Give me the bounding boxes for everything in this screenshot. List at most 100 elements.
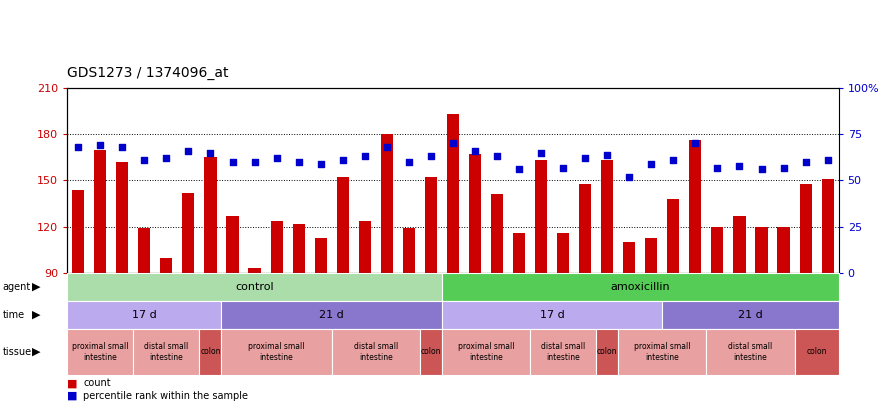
Bar bbox=[183, 193, 194, 273]
Text: ■: ■ bbox=[67, 378, 78, 388]
Bar bbox=[601, 160, 613, 273]
Text: colon: colon bbox=[806, 347, 827, 356]
Text: ▶: ▶ bbox=[32, 347, 40, 357]
Text: percentile rank within the sample: percentile rank within the sample bbox=[83, 391, 248, 401]
Point bbox=[181, 148, 195, 154]
Bar bbox=[73, 190, 84, 273]
Text: proximal small
intestine: proximal small intestine bbox=[458, 342, 514, 362]
Point bbox=[667, 157, 681, 163]
Bar bbox=[706, 329, 795, 375]
Text: distal small
intestine: distal small intestine bbox=[144, 342, 188, 362]
Text: 17 d: 17 d bbox=[132, 310, 157, 320]
Text: 21 d: 21 d bbox=[738, 310, 762, 320]
Point bbox=[380, 144, 394, 150]
Bar bbox=[442, 273, 839, 301]
Bar bbox=[624, 242, 635, 273]
Point bbox=[754, 166, 769, 173]
Bar bbox=[689, 141, 702, 273]
Bar bbox=[799, 183, 812, 273]
Text: 21 d: 21 d bbox=[319, 310, 344, 320]
Text: count: count bbox=[83, 378, 111, 388]
Bar bbox=[491, 194, 503, 273]
Bar bbox=[337, 177, 349, 273]
Point bbox=[512, 166, 526, 173]
Bar bbox=[469, 154, 481, 273]
Point bbox=[446, 140, 461, 147]
Bar bbox=[447, 114, 459, 273]
Bar bbox=[227, 216, 238, 273]
Bar bbox=[596, 329, 618, 375]
Point bbox=[424, 153, 438, 160]
Text: distal small
intestine: distal small intestine bbox=[541, 342, 585, 362]
Point bbox=[622, 173, 636, 180]
Bar bbox=[200, 329, 221, 375]
Bar bbox=[248, 269, 261, 273]
Point bbox=[335, 157, 349, 163]
Bar bbox=[403, 228, 415, 273]
Bar bbox=[442, 301, 662, 329]
Point bbox=[93, 142, 108, 149]
Bar bbox=[530, 329, 596, 375]
Bar bbox=[381, 134, 392, 273]
Bar bbox=[271, 221, 282, 273]
Point bbox=[534, 149, 548, 156]
Bar bbox=[358, 221, 371, 273]
Text: proximal small
intestine: proximal small intestine bbox=[248, 342, 305, 362]
Point bbox=[468, 148, 482, 154]
Bar bbox=[116, 162, 128, 273]
Text: time: time bbox=[3, 310, 25, 320]
Bar bbox=[535, 160, 547, 273]
Point bbox=[226, 159, 240, 165]
Bar bbox=[645, 237, 658, 273]
Point bbox=[821, 157, 835, 163]
Bar bbox=[668, 199, 679, 273]
Point bbox=[711, 164, 725, 171]
Bar bbox=[662, 301, 839, 329]
Point bbox=[137, 157, 151, 163]
Text: colon: colon bbox=[420, 347, 441, 356]
Point bbox=[291, 159, 306, 165]
Text: distal small
intestine: distal small intestine bbox=[354, 342, 398, 362]
Bar bbox=[579, 183, 591, 273]
Point bbox=[159, 155, 174, 162]
Point bbox=[556, 164, 570, 171]
Bar bbox=[425, 177, 437, 273]
Point bbox=[578, 155, 592, 162]
Point bbox=[247, 159, 262, 165]
Bar bbox=[67, 301, 221, 329]
Bar bbox=[160, 258, 172, 273]
Point bbox=[358, 153, 372, 160]
Bar bbox=[293, 224, 305, 273]
Point bbox=[314, 161, 328, 167]
Point bbox=[776, 164, 791, 171]
Bar bbox=[711, 227, 723, 273]
Text: ■: ■ bbox=[67, 391, 78, 401]
Text: proximal small
intestine: proximal small intestine bbox=[72, 342, 128, 362]
Bar bbox=[67, 273, 442, 301]
Bar bbox=[134, 329, 200, 375]
Point bbox=[490, 153, 504, 160]
Bar bbox=[138, 228, 151, 273]
Text: GDS1273 / 1374096_at: GDS1273 / 1374096_at bbox=[67, 66, 228, 80]
Bar bbox=[795, 329, 839, 375]
Point bbox=[798, 159, 813, 165]
Bar bbox=[420, 329, 442, 375]
Text: control: control bbox=[236, 282, 274, 292]
Text: ▶: ▶ bbox=[32, 310, 40, 320]
Point bbox=[71, 144, 85, 150]
Bar bbox=[734, 216, 745, 273]
Bar bbox=[332, 329, 420, 375]
Bar bbox=[221, 329, 332, 375]
Point bbox=[115, 144, 129, 150]
Bar bbox=[314, 237, 327, 273]
Text: proximal small
intestine: proximal small intestine bbox=[634, 342, 691, 362]
Point bbox=[600, 151, 615, 158]
Point bbox=[688, 140, 702, 147]
Bar bbox=[513, 233, 525, 273]
Text: colon: colon bbox=[597, 347, 617, 356]
Bar bbox=[221, 301, 442, 329]
Bar bbox=[204, 158, 217, 273]
Point bbox=[270, 155, 284, 162]
Point bbox=[401, 159, 416, 165]
Bar bbox=[822, 179, 833, 273]
